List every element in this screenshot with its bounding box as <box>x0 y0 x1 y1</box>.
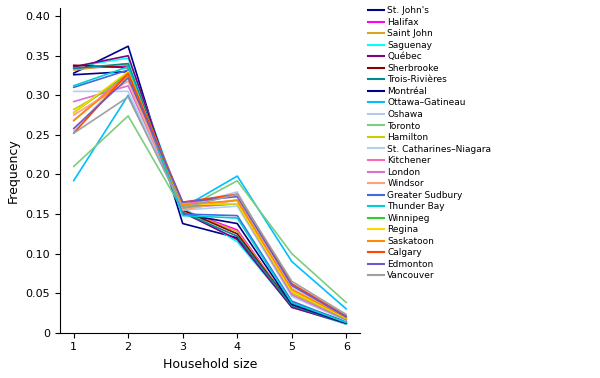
Legend: St. John's, Halifax, Saint John, Saguenay, Québec, Sherbrooke, Trois-Rivières, M: St. John's, Halifax, Saint John, Saguena… <box>368 6 491 280</box>
X-axis label: Household size: Household size <box>163 358 257 371</box>
Y-axis label: Frequency: Frequency <box>7 138 20 203</box>
